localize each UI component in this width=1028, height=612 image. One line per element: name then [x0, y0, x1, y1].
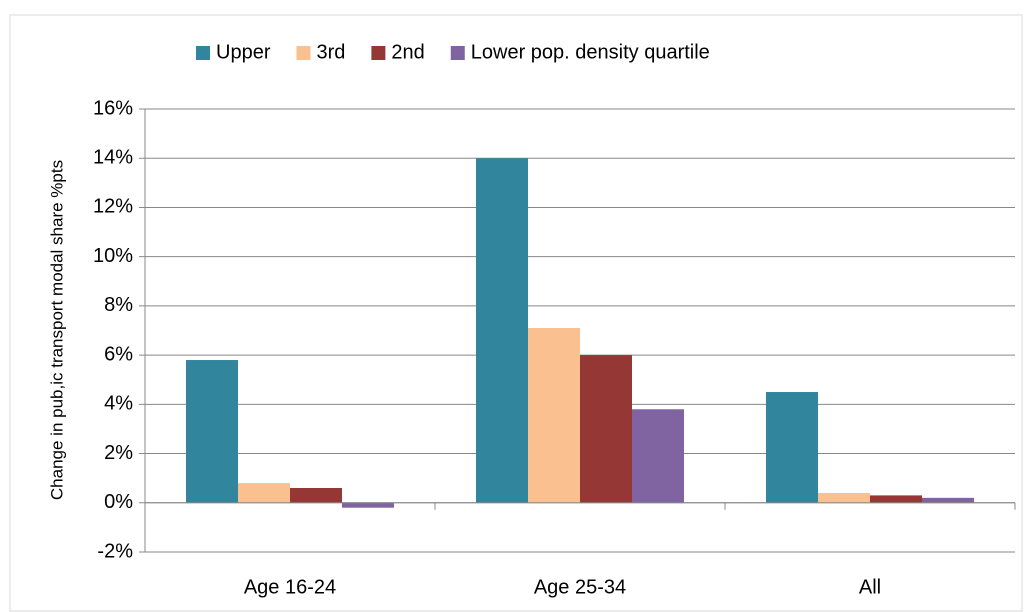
bar [632, 409, 684, 503]
bar [818, 492, 870, 503]
bar [870, 495, 922, 503]
y-tick-label: 10% [93, 245, 133, 267]
bar [342, 502, 394, 508]
bar [580, 355, 632, 503]
y-tick-label: 14% [93, 147, 133, 169]
y-tick-label: 8% [104, 294, 133, 316]
x-tick-label: Age 25-34 [534, 576, 626, 598]
bar [476, 158, 528, 503]
legend-swatch [371, 46, 386, 60]
y-tick-label: 4% [104, 393, 133, 415]
y-tick-label: 2% [104, 442, 133, 464]
bar [290, 488, 342, 503]
y-axis-label: Change in pub,ic transport modal share %… [47, 160, 66, 500]
y-tick-label: 0% [104, 491, 133, 513]
legend-label: 3rd [316, 41, 345, 63]
bar [766, 392, 818, 503]
bar [922, 497, 974, 503]
x-tick-label: All [859, 576, 881, 598]
legend-label: Lower pop. density quartile [471, 41, 710, 63]
x-tick-label: Age 16-24 [244, 576, 336, 598]
bar [238, 483, 290, 503]
bar [528, 328, 580, 503]
y-tick-label: 12% [93, 196, 133, 218]
legend-label: 2nd [391, 41, 424, 63]
bar [186, 360, 238, 503]
legend-swatch [450, 46, 465, 60]
legend-swatch [296, 46, 311, 60]
y-tick-label: -2% [97, 540, 133, 562]
y-tick-label: 16% [93, 97, 133, 119]
legend-swatch [196, 46, 210, 60]
legend-label: Upper [216, 41, 271, 63]
y-tick-label: 6% [104, 343, 133, 365]
